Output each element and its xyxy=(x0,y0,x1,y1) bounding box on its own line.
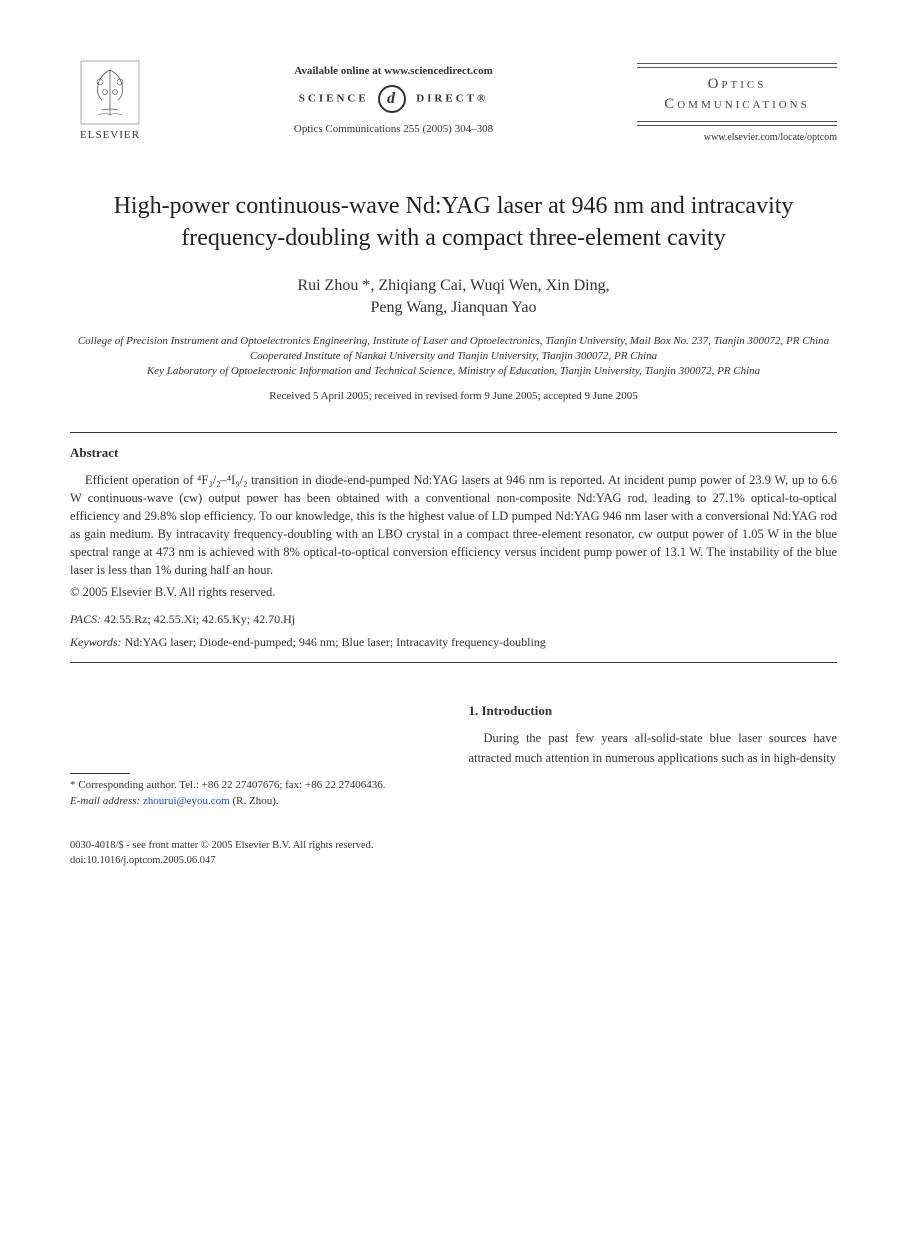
available-online-text: Available online at www.sciencedirect.co… xyxy=(150,65,637,77)
intro-body: During the past few years all-solid-stat… xyxy=(469,729,838,768)
affiliation-2: Cooperated Institute of Nankai Universit… xyxy=(70,349,837,364)
center-header: Available online at www.sciencedirect.co… xyxy=(150,60,637,135)
authors-line-2: Peng Wang, Jianquan Yao xyxy=(371,299,537,316)
journal-branding: Optics Communications www.elsevier.com/l… xyxy=(637,60,837,143)
abstract-body: Efficient operation of ⁴F₃/₂–⁴I₉/₂ trans… xyxy=(70,471,837,580)
corresponding-author-footnote: * Corresponding author. Tel.: +86 22 274… xyxy=(70,778,439,809)
rule-above-abstract xyxy=(70,432,837,433)
journal-reference: Optics Communications 255 (2005) 304–308 xyxy=(150,123,637,135)
abstract-heading: Abstract xyxy=(70,445,837,461)
email-suffix: (R. Zhou). xyxy=(232,795,278,807)
elsevier-tree-icon xyxy=(80,60,140,125)
publisher-name: ELSEVIER xyxy=(80,129,140,141)
sd-left-text: SCIENCE xyxy=(299,93,369,105)
affiliations: College of Precision Instrument and Opto… xyxy=(70,334,837,380)
footer-line-1: 0030-4018/$ - see front matter © 2005 El… xyxy=(70,839,837,854)
sd-at-icon: d xyxy=(378,85,406,113)
footnote-rule xyxy=(70,773,130,774)
footnote-text: * Corresponding author. Tel.: +86 22 274… xyxy=(70,779,385,791)
affiliation-3: Key Laboratory of Optoelectronic Informa… xyxy=(70,364,837,379)
journal-brand-line1: Optics xyxy=(708,76,767,92)
journal-brand-line2: Communications xyxy=(664,96,810,112)
left-column: * Corresponding author. Tel.: +86 22 274… xyxy=(70,703,439,809)
email-label: E-mail address: xyxy=(70,795,140,807)
article-title: High-power continuous-wave Nd:YAG laser … xyxy=(90,190,817,255)
sd-right-text: DIRECT® xyxy=(416,93,488,105)
rule-below-keywords xyxy=(70,662,837,663)
footer-doi: doi:10.1016/j.optcom.2005.06.047 xyxy=(70,854,837,869)
pacs-label: PACS: xyxy=(70,612,101,626)
authors-line-1: Rui Zhou *, Zhiqiang Cai, Wuqi Wen, Xin … xyxy=(297,277,609,294)
publisher-logo: ELSEVIER xyxy=(70,60,150,150)
author-email-link[interactable]: zhourui@eyou.com xyxy=(143,795,230,807)
page-header: ELSEVIER Available online at www.science… xyxy=(70,60,837,150)
right-column: 1. Introduction During the past few year… xyxy=(469,703,838,809)
keywords-list: Nd:YAG laser; Diode-end-pumped; 946 nm; … xyxy=(125,635,546,649)
keywords-label: Keywords: xyxy=(70,635,122,649)
affiliation-1: College of Precision Instrument and Opto… xyxy=(70,334,837,349)
abstract-copyright: © 2005 Elsevier B.V. All rights reserved… xyxy=(70,585,837,600)
author-list: Rui Zhou *, Zhiqiang Cai, Wuqi Wen, Xin … xyxy=(70,275,837,320)
pacs-codes: 42.55.Rz; 42.55.Xi; 42.65.Ky; 42.70.Hj xyxy=(104,612,295,626)
keywords-line: Keywords: Nd:YAG laser; Diode-end-pumped… xyxy=(70,635,837,650)
two-column-body: * Corresponding author. Tel.: +86 22 274… xyxy=(70,703,837,809)
journal-url: www.elsevier.com/locate/optcom xyxy=(637,132,837,143)
footer-metadata: 0030-4018/$ - see front matter © 2005 El… xyxy=(70,839,837,868)
journal-brand-title: Optics Communications xyxy=(637,71,837,118)
sciencedirect-logo: SCIENCE d DIRECT® xyxy=(150,85,637,113)
article-dates: Received 5 April 2005; received in revis… xyxy=(70,390,837,402)
intro-heading: 1. Introduction xyxy=(469,703,838,719)
pacs-line: PACS: 42.55.Rz; 42.55.Xi; 42.65.Ky; 42.7… xyxy=(70,612,837,627)
